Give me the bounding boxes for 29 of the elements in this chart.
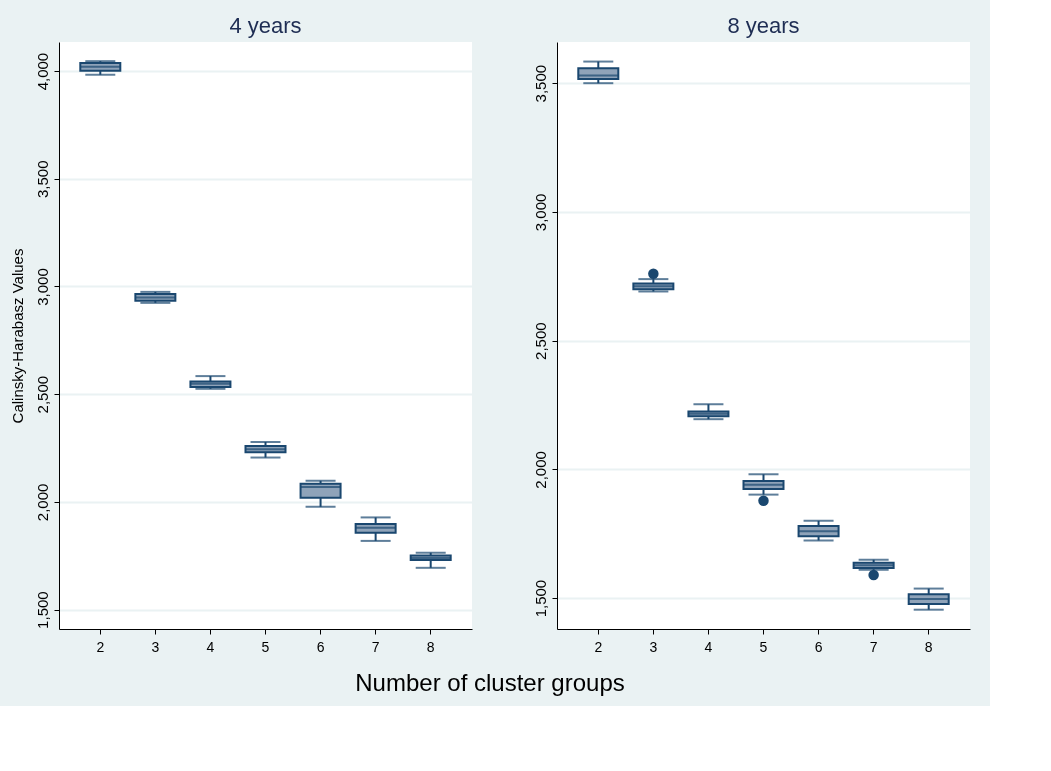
y-tick-label: 3,500 [531, 64, 549, 103]
x-tick-label: 7 [869, 638, 878, 655]
y-tick-label: 3,000 [33, 268, 51, 306]
y-tick-label: 2,000 [531, 451, 549, 489]
x-tick-label: 4 [206, 638, 215, 655]
x-tick-label: 4 [704, 638, 713, 655]
y-axis-title: Calinsky-Harabasz Values [8, 248, 26, 424]
y-tick-label: 2,500 [33, 375, 51, 414]
chart-title: 8 years [727, 13, 800, 38]
y-tick-label: 1,500 [33, 591, 51, 629]
x-tick-label: 3 [151, 638, 160, 655]
y-tick-label: 3,000 [531, 193, 549, 232]
x-tick-label: 5 [759, 638, 768, 655]
y-tick-label: 3,500 [33, 160, 51, 199]
x-tick-label: 7 [371, 638, 380, 655]
y-tick-label: 1,500 [531, 579, 549, 618]
x-tick-label: 2 [594, 638, 603, 655]
x-tick-label: 8 [924, 638, 933, 655]
y-tick-label: 2,500 [531, 322, 549, 360]
x-tick-label: 5 [261, 638, 270, 655]
x-tick-label: 8 [426, 638, 435, 655]
x-tick-label: 6 [316, 638, 325, 655]
x-tick-label: 6 [814, 638, 823, 655]
y-tick-label: 2,000 [33, 483, 51, 522]
x-tick-label: 3 [649, 638, 658, 655]
x-tick-label: 2 [96, 638, 105, 655]
chart-title: 4 years [229, 13, 302, 38]
x-axis-title: Number of cluster groups [355, 669, 625, 696]
y-tick-label: 4,000 [33, 52, 51, 91]
